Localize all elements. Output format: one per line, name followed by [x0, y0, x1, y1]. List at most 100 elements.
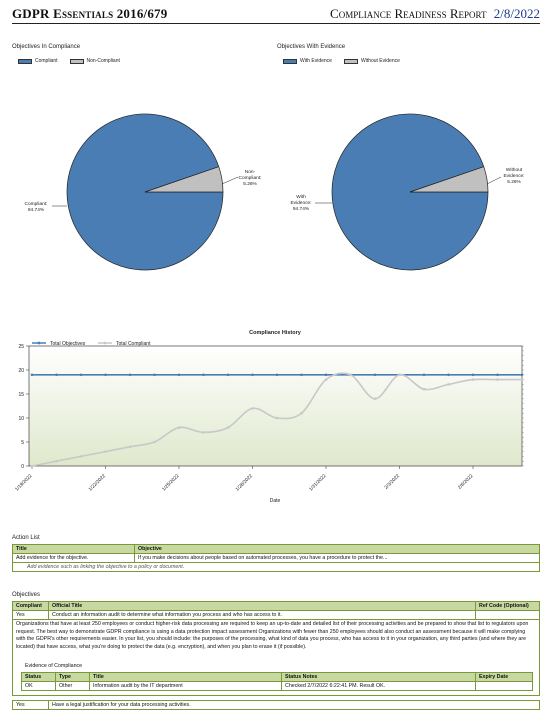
data-point — [300, 411, 303, 415]
data-point — [251, 373, 254, 377]
legend-swatch — [343, 58, 358, 64]
data-point — [300, 373, 303, 377]
data-point — [153, 440, 156, 444]
action-objective-cell: If you make decisions about people based… — [134, 553, 540, 563]
legend-item: Non-Compliant — [69, 58, 120, 64]
col-header-official-title: Official Title — [48, 601, 476, 611]
table-row[interactable]: Yes Conduct an information audit to dete… — [12, 610, 540, 620]
col-header-ref-code: Ref Code (Optional) — [475, 601, 540, 611]
pie-title: Objectives In Compliance — [12, 44, 81, 50]
ref-code-cell — [475, 610, 540, 620]
pie-legend: Compliant Non-Compliant — [18, 58, 120, 64]
pie-svg: Non-Compliant: 5.26% Compliant: 94.74% — [25, 113, 261, 271]
legend-item: With Evidence — [283, 58, 332, 64]
col-header-objective: Objective — [134, 544, 540, 554]
pie-title: Objectives With Evidence — [277, 44, 346, 50]
col-header-title: Title — [89, 671, 282, 682]
data-point — [422, 387, 426, 391]
data-point — [153, 373, 156, 377]
data-point — [30, 464, 34, 468]
x-axis-label: Date — [270, 498, 281, 504]
legend-label: Without Evidence — [360, 58, 400, 64]
data-point — [55, 373, 58, 377]
y-tick-label: 20 — [18, 368, 24, 374]
legend-item: Without Evidence — [343, 58, 400, 64]
x-tick-label: 1/25/2022 — [161, 473, 181, 493]
data-point — [226, 426, 230, 429]
legend-swatch — [283, 58, 297, 64]
legend-item: Compliant — [18, 58, 58, 64]
pie-leader-line — [486, 176, 502, 185]
compliant-cell: Yes — [12, 610, 49, 620]
data-point — [55, 459, 58, 463]
legend-label: With Evidence — [300, 58, 332, 64]
data-point — [471, 378, 475, 381]
data-point — [447, 373, 450, 377]
objective-description: Organizations that have at least 250 emp… — [12, 620, 540, 653]
data-point — [104, 373, 107, 377]
legend-swatch — [69, 58, 84, 64]
col-header-compliant: Compliant — [12, 601, 49, 611]
col-header-expiry-date: Expiry Date — [475, 671, 533, 682]
y-tick-label: 0 — [21, 464, 24, 470]
pie-svg: Without Evidence: 5.26% With Evidence: 94.74% — [290, 113, 525, 271]
legend-label: Compliant — [35, 58, 58, 64]
data-point — [251, 407, 254, 410]
legend-marker — [37, 341, 41, 345]
evidence-type-cell: Other — [55, 680, 90, 691]
objectives-table: Compliant Official Title Ref Code (Optio… — [12, 601, 540, 710]
evidence-status-cell: OK — [21, 680, 56, 691]
data-point — [520, 373, 524, 377]
data-point — [79, 373, 83, 377]
y-tick-label: 10 — [18, 416, 24, 422]
data-point — [177, 373, 181, 377]
pie-data-label: Compliant: 94.74% — [25, 201, 48, 213]
report-date: 2/8/2022 — [493, 6, 540, 21]
data-point — [520, 378, 524, 381]
data-point — [226, 373, 230, 377]
table-row[interactable]: Yes Have a legal justification for your … — [12, 699, 540, 710]
action-list-title: Action List — [12, 535, 40, 541]
legend-marker — [103, 341, 107, 345]
report-title: Compliance Readiness Report 2/8/2022 — [330, 6, 540, 22]
legend-label: Total Compliant — [116, 341, 151, 347]
data-point — [202, 373, 205, 377]
data-point — [373, 373, 377, 377]
pie-data-label: Without Evidence: 5.26% — [503, 167, 524, 185]
pie-chart-compliance: Objectives In Compliance Compliant Non-C… — [12, 44, 272, 284]
x-tick-label: 1/31/2022 — [308, 473, 328, 493]
evidence-expiry-cell — [475, 680, 533, 691]
y-tick-label: 25 — [18, 344, 24, 350]
table-row[interactable]: OK Other Information audit by the IT dep… — [21, 680, 533, 691]
report-brand: GDPR Essentials 2016/679 — [12, 6, 168, 21]
x-tick-label: 2/6/2022 — [457, 473, 475, 491]
data-point — [324, 373, 328, 377]
table-header-row: Compliant Official Title Ref Code (Optio… — [12, 601, 540, 611]
official-title-cell: Have a legal justification for your data… — [48, 699, 540, 710]
x-tick-label: 1/22/2022 — [88, 473, 108, 493]
report-header: GDPR Essentials 2016/679 Compliance Read… — [12, 6, 540, 24]
evidence-title: Evidence of Compliance — [25, 662, 83, 669]
table-row[interactable]: Add evidence for the objective. If you m… — [12, 553, 540, 563]
data-point — [275, 416, 279, 420]
data-point — [30, 373, 34, 377]
x-tick-label: 1/19/2022 — [14, 473, 34, 493]
compliant-cell: Yes — [12, 699, 49, 710]
evidence-notes-cell: Checked 2/7/2022 6:22:41 PM. Result OK. — [281, 680, 476, 691]
data-point — [496, 373, 499, 377]
data-point — [471, 373, 475, 377]
evidence-title-cell: Information audit by the IT department — [89, 680, 282, 691]
data-point — [177, 426, 181, 429]
data-point — [128, 373, 132, 377]
report-title-text: Compliance Readiness Report — [330, 6, 487, 21]
plot-area — [28, 345, 523, 467]
data-point — [496, 378, 499, 381]
x-tick-label: 1/28/2022 — [235, 473, 255, 493]
data-point — [349, 373, 352, 377]
legend-label: Non-Compliant — [86, 58, 120, 64]
data-point — [373, 397, 377, 401]
legend-label: Total Objectives — [50, 341, 86, 347]
chart-title: Compliance History — [249, 330, 302, 336]
pie-legend: With Evidence Without Evidence — [283, 58, 400, 64]
data-point — [128, 445, 132, 449]
